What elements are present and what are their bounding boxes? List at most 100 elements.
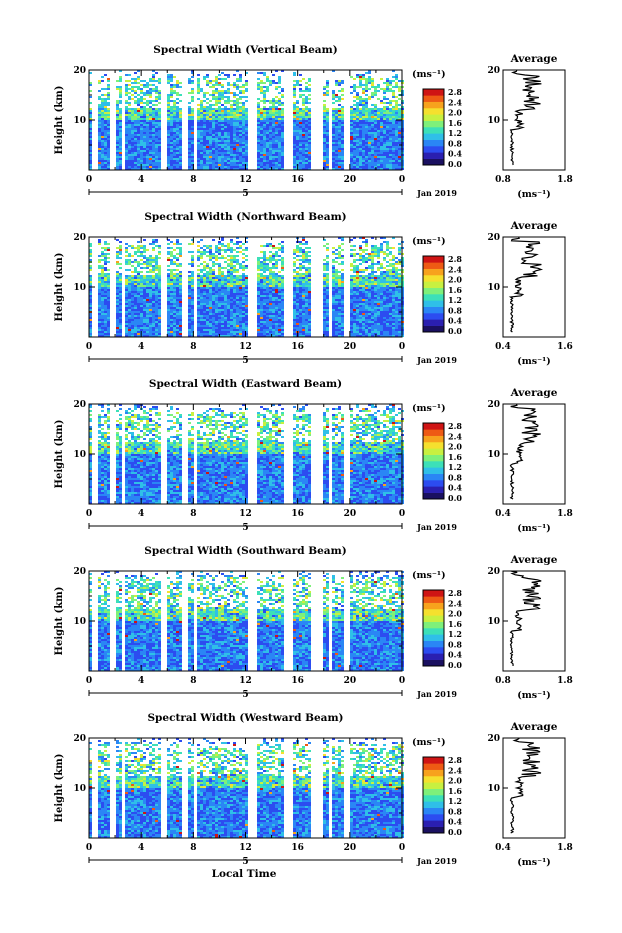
heatmap-cell — [128, 295, 131, 297]
heatmap-cell — [308, 247, 311, 249]
heatmap-cell — [302, 291, 305, 293]
heatmap-cell — [359, 279, 362, 281]
heatmap-cell — [233, 158, 236, 160]
heatmap-cell — [143, 122, 146, 124]
heatmap-cell — [125, 90, 128, 92]
heatmap-cell — [398, 160, 401, 162]
heatmap-cell — [200, 253, 203, 255]
heatmap-cell — [383, 279, 386, 281]
average-x-tick-label: 0.8 — [495, 175, 511, 185]
heatmap-cell — [227, 265, 230, 267]
heatmap-cell — [197, 164, 200, 166]
heatmap-cell — [341, 269, 344, 271]
heatmap-cell — [341, 160, 344, 162]
heatmap-cell — [260, 144, 263, 146]
heatmap-cell — [362, 271, 365, 273]
heatmap-cell — [371, 160, 374, 162]
heatmap-cell — [338, 118, 341, 120]
heatmap-cell — [131, 108, 134, 110]
heatmap-cell — [221, 120, 224, 122]
heatmap-cell — [260, 80, 263, 82]
heatmap-cell — [170, 94, 173, 96]
heatmap-cell — [362, 152, 365, 154]
heatmap-cell — [245, 96, 248, 98]
heatmap-cell — [173, 138, 176, 140]
heatmap-cell — [365, 253, 368, 255]
heatmap-cell — [323, 142, 326, 144]
heatmap-cell — [209, 154, 212, 156]
heatmap-cell — [341, 162, 344, 164]
heatmap-cell — [383, 289, 386, 291]
heatmap-cell — [143, 277, 146, 279]
heatmap-cell — [131, 162, 134, 164]
heatmap-cell — [143, 267, 146, 269]
heatmap-cell — [152, 114, 155, 116]
heatmap-cell — [389, 132, 392, 134]
heatmap-cell — [275, 138, 278, 140]
heatmap-cell — [272, 164, 275, 166]
heatmap-cell — [239, 124, 242, 126]
heatmap-cell — [179, 160, 182, 162]
heatmap-cell — [299, 293, 302, 295]
heatmap-cell — [308, 130, 311, 132]
heatmap-cell — [227, 269, 230, 271]
heatmap-cell — [179, 150, 182, 152]
heatmap-cell — [374, 247, 377, 249]
heatmap-cell — [233, 130, 236, 132]
heatmap-cell — [197, 132, 200, 134]
heatmap-cell — [386, 271, 389, 273]
heatmap-cell — [302, 116, 305, 118]
heatmap-cell — [221, 130, 224, 132]
heatmap-cell — [350, 166, 353, 168]
heatmap-cell — [389, 259, 392, 261]
heatmap-cell — [107, 269, 110, 271]
heatmap-cell — [203, 166, 206, 168]
heatmap-cell — [398, 90, 401, 92]
heatmap-cell — [215, 118, 218, 120]
heatmap-cell — [377, 132, 380, 134]
heatmap-cell — [149, 94, 152, 96]
heatmap-cell — [377, 164, 380, 166]
heatmap-cell — [326, 130, 329, 132]
heatmap-cell — [131, 110, 134, 112]
heatmap-cell — [158, 136, 161, 138]
heatmap-cell — [377, 160, 380, 162]
heatmap-cell — [302, 114, 305, 116]
heatmap-cell — [155, 144, 158, 146]
heatmap-cell — [98, 166, 101, 168]
heatmap-cell — [356, 94, 359, 96]
heatmap-cell — [176, 291, 179, 293]
heatmap-cell — [221, 287, 224, 289]
heatmap-cell — [323, 156, 326, 158]
heatmap-cell — [176, 293, 179, 295]
heatmap-cell — [386, 146, 389, 148]
heatmap-cell — [191, 148, 194, 150]
heatmap-cell — [275, 102, 278, 104]
heatmap-cell — [200, 114, 203, 116]
heatmap-cell — [386, 281, 389, 283]
heatmap-cell — [125, 106, 128, 108]
heatmap-cell — [104, 285, 107, 287]
heatmap-cell — [278, 285, 281, 287]
heatmap-cell — [176, 164, 179, 166]
heatmap-cell — [212, 98, 215, 100]
heatmap-cell — [371, 148, 374, 150]
heatmap-cell — [203, 160, 206, 162]
heatmap-cell — [266, 285, 269, 287]
heatmap-cell — [278, 271, 281, 273]
heatmap-cell — [104, 128, 107, 130]
heatmap-cell — [236, 261, 239, 263]
heatmap-cell — [260, 156, 263, 158]
heatmap-cell — [149, 148, 152, 150]
heatmap-cell — [383, 142, 386, 144]
heatmap-cell — [167, 164, 170, 166]
heatmap-cell — [338, 150, 341, 152]
heatmap-cell — [215, 78, 218, 80]
heatmap-cell — [263, 86, 266, 88]
heatmap-cell — [107, 108, 110, 110]
heatmap-cell — [365, 108, 368, 110]
heatmap-cell — [395, 108, 398, 110]
heatmap-cell — [281, 241, 284, 243]
heatmap-cell — [158, 283, 161, 285]
heatmap-cell — [179, 279, 182, 281]
